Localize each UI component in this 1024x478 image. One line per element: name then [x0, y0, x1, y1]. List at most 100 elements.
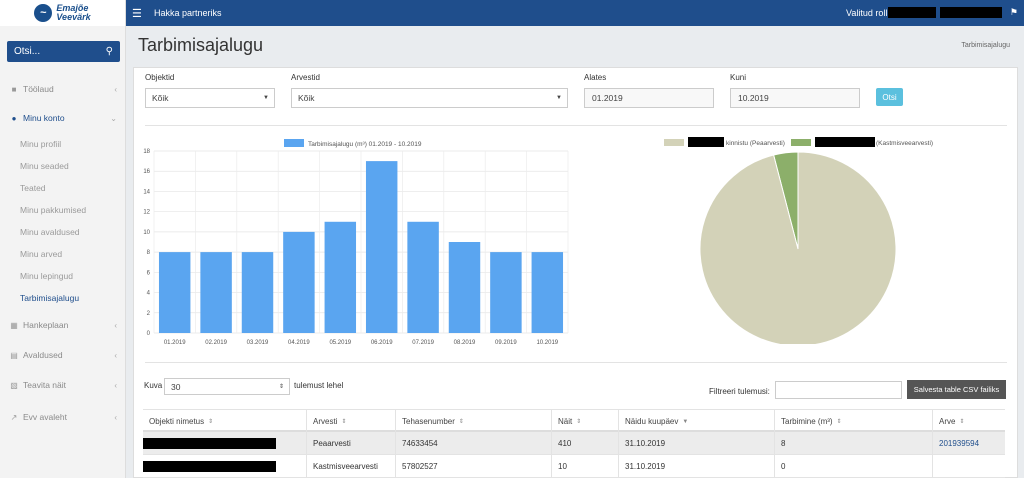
arvestid-select[interactable]: Kõik ▼ — [291, 88, 568, 108]
redacted-role[interactable] — [888, 7, 936, 18]
bar[interactable] — [241, 252, 274, 333]
pie-slice-peaarvesti[interactable] — [699, 151, 897, 344]
y-tick-label: 14 — [143, 189, 150, 195]
header-arvesti[interactable]: Arvesti ⇕ — [306, 410, 395, 433]
page-size-select[interactable]: 30 ⇕ — [164, 378, 290, 395]
sidebar-item-hankeplaan[interactable]: ▦ Hankeplaan ‹ — [0, 314, 126, 336]
table-header-row: Objekti nimetus ⇕ Arvesti ⇕ Tehasenumber ⇕ … — [143, 409, 1005, 433]
hamburger-icon[interactable]: ☰ — [132, 7, 142, 20]
sidebar-item-toolaud[interactable]: ■ Töölaud ‹ — [0, 78, 126, 100]
search-icon[interactable]: ⚲ — [105, 46, 113, 57]
breadcrumb[interactable]: Tarbimisajalugu — [961, 42, 1010, 49]
cell-objekti-nimetus — [143, 432, 306, 455]
bell-icon[interactable]: ⚑ — [1009, 7, 1018, 17]
y-tick-label: 2 — [147, 311, 151, 317]
header-objekti-nimetus[interactable]: Objekti nimetus ⇕ — [143, 410, 306, 433]
sidebar-item-teavita-nait[interactable]: ▧ Teavita näit ‹ — [0, 374, 126, 396]
header-nait[interactable]: Näit ⇕ — [551, 410, 618, 433]
bar[interactable] — [283, 231, 315, 333]
arvestid-value: Kõik — [298, 93, 315, 103]
sidebar-item-label: Teavita näit — [23, 380, 66, 390]
bar[interactable] — [490, 252, 522, 333]
cell-arvesti: Peaarvesti — [306, 432, 395, 455]
kuni-label: Kuni — [730, 73, 747, 82]
logo-line1: Emajõe — [56, 3, 89, 13]
sidebar-subitem-minu-arved[interactable]: Minu arved — [20, 249, 63, 259]
sidebar-subitem-minu-pakkumised[interactable]: Minu pakkumised — [20, 205, 87, 215]
bar[interactable] — [531, 252, 564, 333]
sidebar-item-label: Avaldused — [23, 350, 63, 360]
filter-input[interactable] — [775, 381, 902, 399]
redacted-object-name — [143, 461, 276, 472]
bar[interactable] — [365, 161, 398, 333]
table-icon: ▦ — [10, 320, 18, 330]
header-label: Arve — [939, 417, 956, 426]
sidebar: ~ Emajõe Veevärk Otsi... ⚲ ■ Töölaud ‹ ●… — [0, 0, 126, 478]
sidebar-subitem-minu-profiil[interactable]: Minu profiil — [20, 139, 62, 149]
sidebar-subitem-minu-seaded[interactable]: Minu seaded — [20, 161, 69, 171]
header-label: Näit — [558, 417, 573, 426]
sidebar-subitem-tarbimisajalugu[interactable]: Tarbimisajalugu — [20, 293, 80, 303]
sidebar-item-label: Evv avaleht — [23, 412, 67, 422]
search-box[interactable]: Otsi... ⚲ — [7, 41, 120, 62]
bar[interactable] — [324, 221, 357, 333]
sort-icon: ⇕ — [341, 419, 347, 425]
legend-swatch — [284, 139, 304, 147]
header-label: Näidu kuupäev — [625, 417, 679, 426]
alates-input[interactable]: 01.2019 — [584, 88, 714, 108]
cell-arve — [932, 455, 1005, 478]
x-tick-label: 08.2019 — [454, 340, 476, 346]
logo-line2: Veevärk — [56, 12, 91, 22]
partner-link[interactable]: Hakka partneriks — [154, 8, 222, 18]
sidebar-item-avaldused[interactable]: ▤ Avaldused ‹ — [0, 344, 126, 366]
redacted-role-name[interactable] — [940, 7, 1002, 18]
bar[interactable] — [407, 221, 439, 333]
logo[interactable]: ~ Emajõe Veevärk — [0, 0, 125, 26]
x-tick-label: 09.2019 — [495, 340, 517, 346]
filter-label: Filtreeri tulemusi: — [709, 387, 770, 396]
sidebar-item-label: Minu konto — [23, 113, 65, 123]
bar[interactable] — [158, 252, 191, 333]
csv-export-button[interactable]: Salvesta table CSV failiks — [907, 380, 1006, 399]
sidebar-subitem-minu-avaldused[interactable]: Minu avaldused — [20, 227, 80, 237]
chevron-down-icon: ⌄ — [110, 113, 117, 123]
sidebar-subitem-teated[interactable]: Teated — [20, 183, 46, 193]
cell-naidu-kuupaev: 31.10.2019 — [618, 432, 774, 455]
cell-nait: 10 — [551, 455, 618, 478]
header-arve[interactable]: Arve ⇕ — [932, 410, 1005, 433]
topbar: ☰ Hakka partneriks Valitud roll: ⚑ — [126, 0, 1024, 26]
alates-label: Alates — [584, 73, 607, 82]
header-naidu-kuupaev[interactable]: Näidu kuupäev ▼ — [618, 410, 774, 433]
chevron-left-icon: ‹ — [114, 84, 117, 94]
caret-down-icon: ▼ — [263, 95, 269, 101]
kuni-input[interactable]: 10.2019 — [730, 88, 860, 108]
objektid-select[interactable]: Kõik ▼ — [145, 88, 275, 108]
cell-tehasenumber: 74633454 — [395, 432, 551, 455]
sort-desc-icon: ▼ — [682, 418, 689, 425]
bar[interactable] — [200, 252, 232, 333]
table-row: Peaarvesti 74633454 410 31.10.2019 8 201… — [143, 432, 1005, 455]
sort-icon: ⇕ — [576, 419, 582, 425]
sidebar-item-minu-konto[interactable]: ● Minu konto ⌄ — [0, 107, 126, 129]
sidebar-subitem-minu-lepingud[interactable]: Minu lepingud — [20, 271, 73, 281]
invoice-link[interactable]: 201939594 — [939, 439, 980, 448]
pie-slices — [699, 151, 897, 344]
y-tick-label: 18 — [143, 149, 150, 155]
sort-icon: ⇕ — [208, 419, 214, 425]
header-tehasenumber[interactable]: Tehasenumber ⇕ — [395, 410, 551, 433]
search-label: Otsi... — [14, 46, 41, 57]
x-tick-label: 01.2019 — [164, 340, 186, 346]
consumption-table: Objekti nimetus ⇕ Arvesti ⇕ Tehasenumber ⇕ … — [143, 409, 1005, 478]
y-tick-label: 0 — [147, 331, 151, 337]
sidebar-item-evv-avaleht[interactable]: ↗ Evv avaleht ‹ — [0, 406, 126, 428]
x-tick-label: 05.2019 — [329, 340, 351, 346]
cell-nait: 410 — [551, 432, 618, 455]
x-tick-label: 03.2019 — [247, 340, 269, 346]
bar-chart: Tarbimisajalugu (m³) 01.2019 - 10.2019 0… — [143, 139, 569, 346]
header-tarbimine[interactable]: Tarbimine (m³) ⇕ — [774, 410, 932, 433]
x-tick-label: 10.2019 — [536, 340, 558, 346]
bar[interactable] — [448, 242, 481, 333]
cell-arvesti: Kastmisveearvesti — [306, 455, 395, 478]
search-button[interactable]: Otsi — [876, 88, 903, 106]
objektid-label: Objektid — [145, 73, 175, 82]
